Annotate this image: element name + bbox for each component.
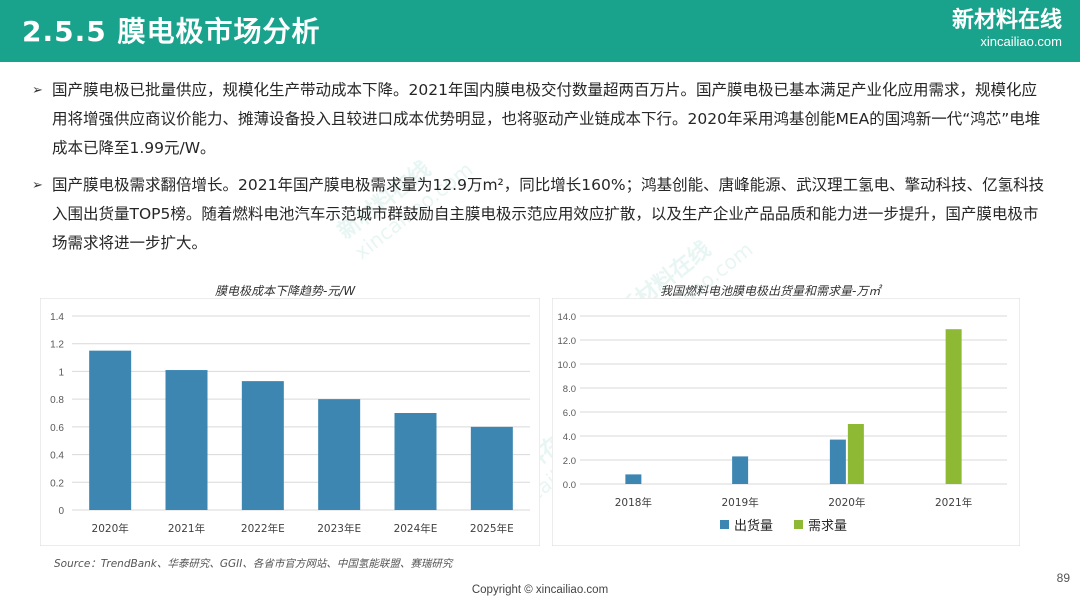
shipment-demand-bar-chart: 0.0 2.0 4.0 6.0 8.0 10.0 12.0 14.0 2018年 2019年 202… <box>552 298 1020 546</box>
page-number: 89 <box>1056 571 1070 585</box>
brand-name: 新材料在线 <box>951 8 1062 33</box>
y-tick-label: 14.0 <box>558 312 577 323</box>
bar <box>89 350 132 510</box>
y-tick-label: 0.6 <box>50 423 64 434</box>
y-tick-label: 1 <box>58 367 64 378</box>
bar <box>394 413 437 510</box>
y-tick-label: 2.0 <box>563 456 576 467</box>
legend-swatch <box>720 520 729 529</box>
chart-frame <box>552 298 1020 546</box>
y-tick-label: 0.2 <box>50 478 64 489</box>
x-tick-label: 2025年E <box>470 522 514 535</box>
chart-title-cost: 膜电极成本下降趋势-元/W <box>215 284 356 298</box>
copyright: Copyright © xincailiao.com <box>471 584 609 596</box>
y-tick-label: 12.0 <box>558 336 577 347</box>
bullet-text: 国产膜电极需求翻倍增长。2021年国产膜电极需求量为12.9万m²，同比增长16… <box>52 176 1045 252</box>
bar <box>625 474 642 484</box>
x-tick-label: 2023年E <box>317 522 361 535</box>
bullet-item: ➢ 国产膜电极已批量供应，规模化生产带动成本下降。2021年国内膜电极交付数量超… <box>30 76 1050 163</box>
bullet-arrow-icon: ➢ <box>32 83 43 98</box>
x-tick-label: 2022年E <box>241 522 285 535</box>
bar <box>318 399 361 510</box>
y-tick-label: 8.0 <box>563 384 576 395</box>
brand-domain: xincailiao.com <box>980 34 1062 49</box>
bullet-item: ➢ 国产膜电极需求翻倍增长。2021年国产膜电极需求量为12.9万m²，同比增长… <box>30 171 1050 258</box>
page-title: 2.5.5 膜电极市场分析 <box>22 15 321 48</box>
y-tick-label: 0 <box>58 506 64 517</box>
x-tick-label: 2021年 <box>168 522 205 535</box>
bar <box>470 426 513 510</box>
cost-trend-bar-chart: 0 0.2 0.4 0.6 0.8 1 1.2 1.4 2020年 2021年 2022年E 2023… <box>40 298 540 546</box>
y-tick-label: 0.4 <box>50 451 64 462</box>
bullet-list: ➢ 国产膜电极已批量供应，规模化生产带动成本下降。2021年国内膜电极交付数量超… <box>30 76 1050 266</box>
bar <box>829 439 846 484</box>
legend-label: 出货量 <box>734 518 773 534</box>
bar <box>732 456 749 484</box>
x-tick-label: 2018年 <box>615 496 652 509</box>
x-tick-label: 2021年 <box>935 496 972 509</box>
y-tick-label: 0.0 <box>563 480 576 491</box>
bar <box>241 381 284 510</box>
legend-label: 需求量 <box>808 519 847 534</box>
y-tick-label: 1.4 <box>50 312 64 323</box>
chart-title-shipment: 我国燃料电池膜电极出货量和需求量-万㎡ <box>660 284 881 298</box>
source-note: Source：TrendBank、华泰研究、GGII、各省市官方网站、中国氢能联… <box>54 558 453 570</box>
bar <box>945 329 962 484</box>
bar <box>847 424 864 484</box>
y-tick-label: 1.2 <box>50 340 64 351</box>
y-tick-label: 10.0 <box>558 360 577 371</box>
y-tick-label: 6.0 <box>563 408 576 419</box>
title-bar: 2.5.5 膜电极市场分析 新材料在线 xincailiao.com <box>0 0 1080 62</box>
x-tick-label: 2019年 <box>722 496 759 509</box>
bullet-text: 国产膜电极已批量供应，规模化生产带动成本下降。2021年国内膜电极交付数量超两百… <box>52 81 1041 157</box>
y-tick-label: 4.0 <box>563 432 576 443</box>
y-tick-label: 0.8 <box>50 395 64 406</box>
bullet-arrow-icon: ➢ <box>32 178 43 193</box>
x-tick-label: 2024年E <box>394 522 438 535</box>
legend-swatch <box>794 520 803 529</box>
x-tick-label: 2020年 <box>92 522 129 535</box>
bar <box>165 370 208 510</box>
brand-logo: 新材料在线 xincailiao.com <box>952 8 1062 49</box>
x-tick-label: 2020年 <box>828 496 865 509</box>
